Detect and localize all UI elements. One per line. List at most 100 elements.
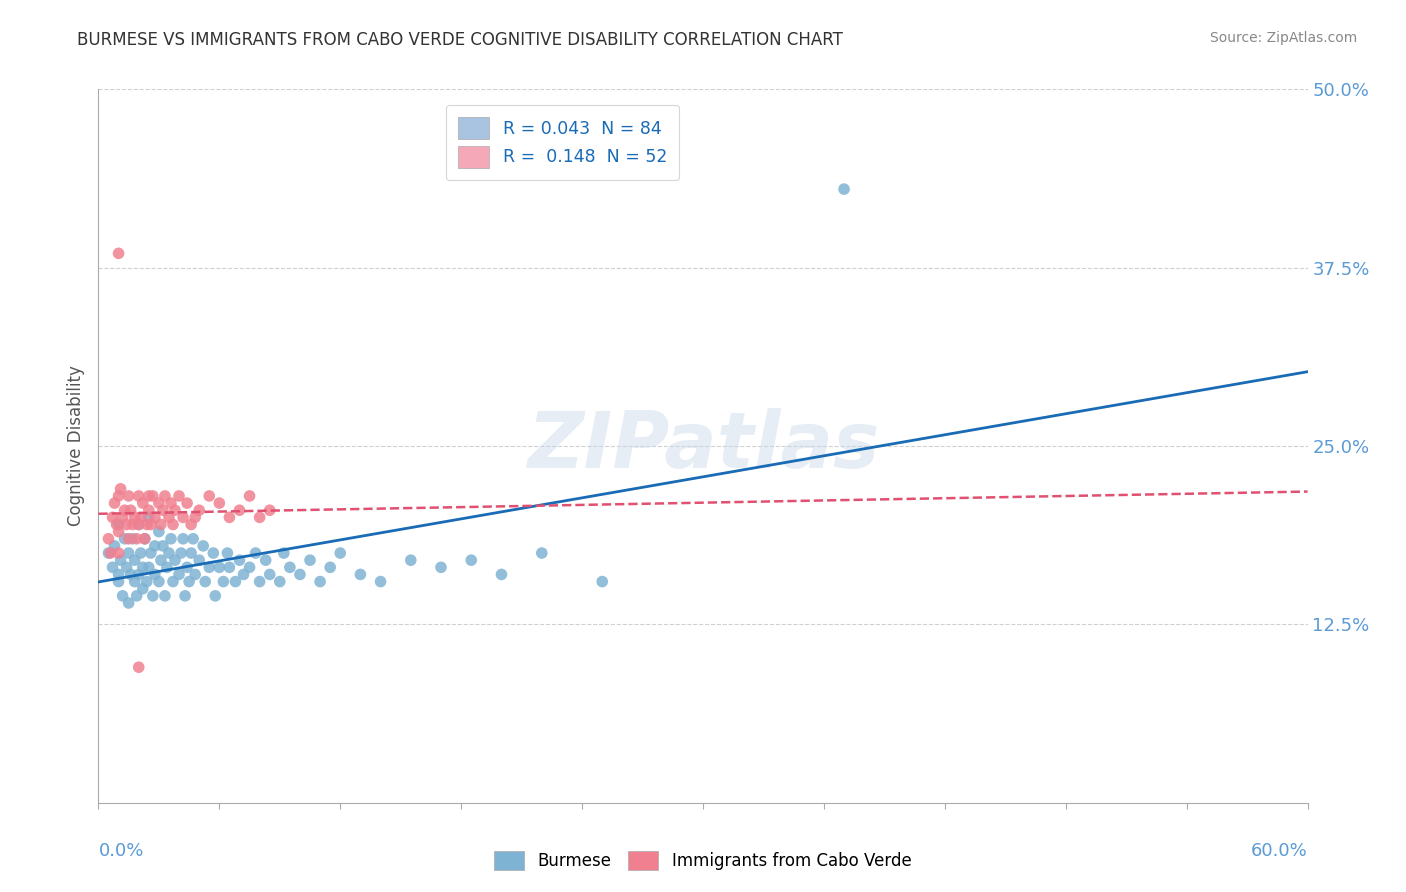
Point <box>143 567 166 582</box>
Point <box>179 574 201 589</box>
Point <box>176 496 198 510</box>
Point <box>162 574 184 589</box>
Point <box>152 503 174 517</box>
Point <box>204 589 226 603</box>
Point <box>149 553 172 567</box>
Point <box>259 503 281 517</box>
Point <box>124 553 146 567</box>
Point <box>134 532 156 546</box>
Text: Source: ZipAtlas.com: Source: ZipAtlas.com <box>1209 31 1357 45</box>
Point <box>121 532 143 546</box>
Point <box>115 517 138 532</box>
Point <box>212 574 235 589</box>
Point <box>125 532 148 546</box>
Text: ZIPatlas: ZIPatlas <box>527 408 879 484</box>
Text: 60.0%: 60.0% <box>1251 842 1308 860</box>
Point <box>118 532 141 546</box>
Point <box>239 560 262 574</box>
Point <box>157 546 180 560</box>
Point <box>128 517 150 532</box>
Point <box>254 553 277 567</box>
Point <box>132 560 155 574</box>
Point <box>309 574 332 589</box>
Point <box>217 546 239 560</box>
Point <box>124 510 146 524</box>
Point <box>107 524 129 539</box>
Point <box>832 182 855 196</box>
Point <box>163 553 186 567</box>
Text: 0.0%: 0.0% <box>98 842 143 860</box>
Point <box>273 546 295 560</box>
Point <box>103 539 125 553</box>
Point <box>193 539 215 553</box>
Point <box>218 560 240 574</box>
Point <box>101 510 124 524</box>
Point <box>118 489 141 503</box>
Point <box>135 517 157 532</box>
Point <box>148 496 170 510</box>
Point <box>184 567 207 582</box>
Point <box>107 574 129 589</box>
Point <box>399 553 422 567</box>
Point <box>176 560 198 574</box>
Point <box>162 517 184 532</box>
Point <box>174 589 197 603</box>
Point <box>228 553 250 567</box>
Point <box>591 574 613 589</box>
Point <box>100 546 122 560</box>
Point <box>156 560 179 574</box>
Point <box>208 560 231 574</box>
Point <box>160 532 183 546</box>
Point <box>97 532 120 546</box>
Point <box>249 510 271 524</box>
Point <box>138 489 160 503</box>
Point <box>111 589 134 603</box>
Point <box>163 503 186 517</box>
Point <box>329 546 352 560</box>
Point <box>278 560 301 574</box>
Point <box>97 546 120 560</box>
Point <box>430 560 453 574</box>
Legend: Burmese, Immigrants from Cabo Verde: Burmese, Immigrants from Cabo Verde <box>488 844 918 877</box>
Point <box>153 489 176 503</box>
Point <box>132 496 155 510</box>
Point <box>172 510 194 524</box>
Point <box>107 246 129 260</box>
Point <box>143 539 166 553</box>
Point <box>259 567 281 582</box>
Point <box>249 574 271 589</box>
Point <box>125 589 148 603</box>
Point <box>115 560 138 574</box>
Point <box>110 482 132 496</box>
Point <box>118 546 141 560</box>
Point <box>120 503 142 517</box>
Point <box>128 660 150 674</box>
Point <box>114 532 136 546</box>
Legend: R = 0.043  N = 84, R =  0.148  N = 52: R = 0.043 N = 84, R = 0.148 N = 52 <box>446 105 679 180</box>
Point <box>288 567 311 582</box>
Point <box>107 517 129 532</box>
Point <box>228 503 250 517</box>
Point <box>460 553 482 567</box>
Point <box>120 567 142 582</box>
Point <box>139 517 162 532</box>
Point <box>105 517 128 532</box>
Point <box>188 503 211 517</box>
Point <box>114 503 136 517</box>
Point <box>138 510 160 524</box>
Point <box>181 532 204 546</box>
Point <box>218 510 240 524</box>
Point <box>184 510 207 524</box>
Point <box>142 589 165 603</box>
Point <box>107 546 129 560</box>
Point <box>121 517 143 532</box>
Point <box>101 560 124 574</box>
Point <box>530 546 553 560</box>
Point <box>491 567 513 582</box>
Point <box>198 560 221 574</box>
Point <box>299 553 322 567</box>
Point <box>167 567 190 582</box>
Point <box>208 496 231 510</box>
Point <box>128 489 150 503</box>
Point <box>103 496 125 510</box>
